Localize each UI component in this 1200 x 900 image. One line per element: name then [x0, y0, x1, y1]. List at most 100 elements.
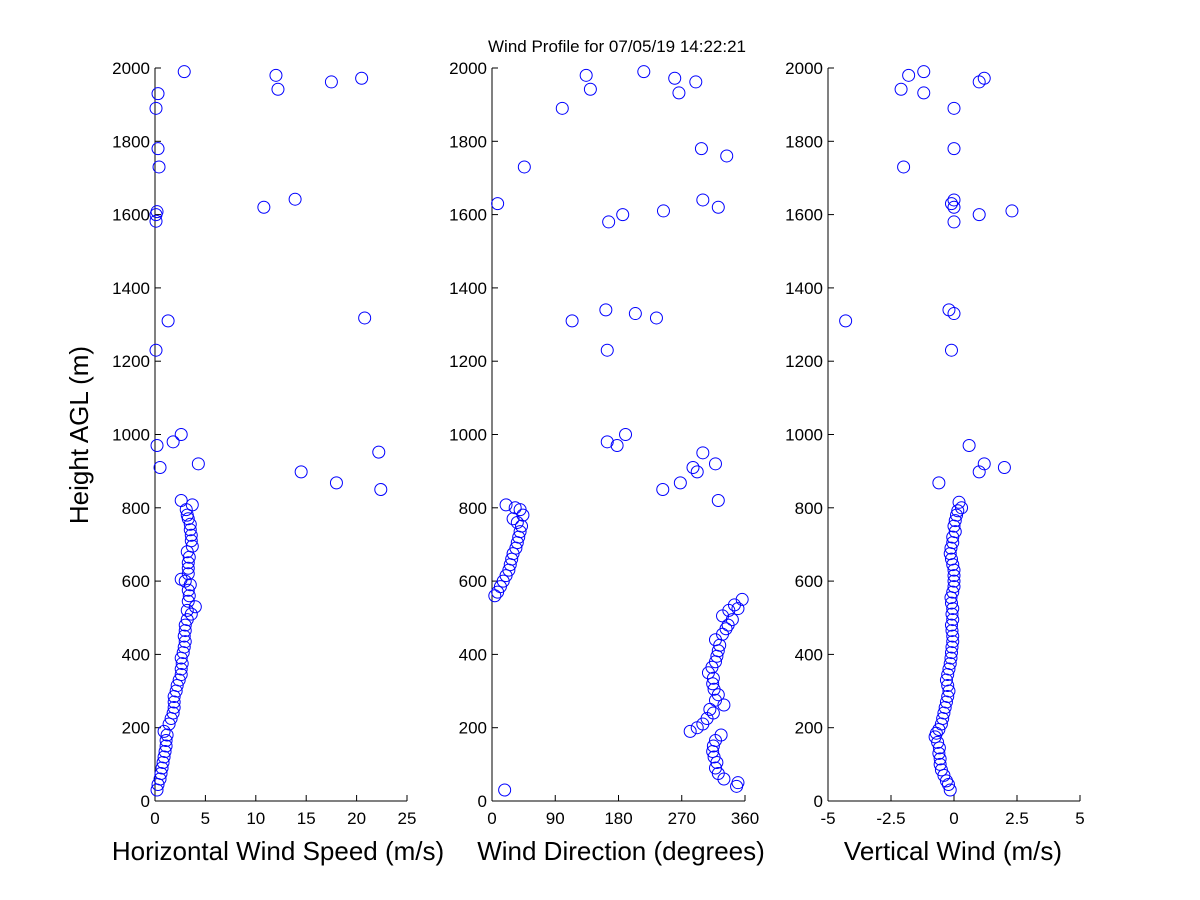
wind-direction-data-point	[708, 761, 722, 775]
horizontal-wind-speed-data-point	[183, 517, 197, 531]
vertical-wind-data-point	[944, 651, 958, 665]
wind-direction-data-point	[706, 706, 720, 720]
wind-direction-data-point	[555, 101, 569, 115]
horizontal-wind-speed-x-tick-label: 20	[347, 809, 366, 828]
wind-direction-data-point	[725, 613, 739, 627]
vertical-wind-data-point	[944, 596, 958, 610]
wind-direction-y-tick-label: 1000	[449, 426, 487, 445]
wind-direction-x-tick-label: 0	[487, 809, 496, 828]
vertical-wind-data-point	[947, 215, 961, 229]
wind-direction-data-point	[513, 525, 527, 539]
wind-direction-data-point	[696, 446, 710, 460]
y-axis-label: Height AGL (m)	[64, 346, 94, 524]
vertical-wind-data-point	[943, 657, 957, 671]
vertical-wind-data-point	[946, 629, 960, 643]
vertical-wind-y-tick-label: 1200	[785, 352, 823, 371]
wind-direction-data-point	[565, 314, 579, 328]
wind-direction-data-point	[683, 724, 697, 738]
vertical-wind-data-point	[897, 160, 911, 174]
vertical-wind-y-tick-label: 2000	[785, 59, 823, 78]
horizontal-wind-speed-data-point	[161, 314, 175, 328]
vertical-wind-data-point	[917, 86, 931, 100]
horizontal-wind-speed-data-point	[177, 640, 191, 654]
horizontal-wind-speed-panel: 0 200 400 600 800 1000 1200 1400 1600 1800 2000 0 5 1…	[112, 59, 416, 828]
horizontal-wind-speed-data-point	[185, 539, 199, 553]
horizontal-wind-speed-data-point	[177, 65, 191, 79]
horizontal-wind-speed-data-point	[174, 428, 188, 441]
horizontal-wind-speed-data-point	[174, 662, 188, 676]
wind-direction-data-point	[686, 460, 700, 474]
vertical-wind-data-point	[946, 635, 960, 649]
horizontal-wind-speed-x-tick-label: 0	[150, 809, 159, 828]
vertical-wind-data-point	[917, 65, 931, 79]
vertical-wind-data-point	[933, 752, 947, 766]
wind-direction-x-tick-label: 270	[668, 809, 696, 828]
horizontal-wind-speed-data-point	[155, 761, 169, 775]
vertical-wind-x-tick-label: 5	[1075, 809, 1084, 828]
vertical-wind-data-point	[945, 607, 959, 621]
vertical-wind-x-tick-label: 2.5	[1005, 809, 1029, 828]
vertical-wind-data-point	[947, 569, 961, 583]
vertical-wind-y-tick-label: 0	[814, 792, 823, 811]
vertical-wind-data-point	[997, 460, 1011, 474]
vertical-wind-data-point	[977, 71, 991, 85]
horizontal-wind-speed-y-tick-label: 1200	[112, 352, 150, 371]
vertical-wind-y-tick-label: 1600	[785, 206, 823, 225]
vertical-wind-data-point	[941, 690, 955, 704]
horizontal-wind-speed-data-point	[182, 589, 196, 603]
vertical-wind-y-tick-label: 1800	[785, 132, 823, 151]
wind-direction-data-point	[506, 512, 520, 526]
vertical-wind-data-point	[948, 525, 962, 539]
horizontal-wind-speed-data-point	[159, 734, 173, 748]
vertical-wind-data-point	[951, 504, 965, 518]
vertical-wind-data-point	[955, 501, 969, 515]
horizontal-wind-speed-data-point	[358, 311, 372, 325]
vertical-wind-data-point	[972, 465, 986, 479]
vertical-wind-x-tick-label: -2.5	[876, 809, 905, 828]
horizontal-wind-speed-data-point	[157, 724, 171, 738]
horizontal-wind-speed-data-point	[167, 701, 181, 715]
horizontal-wind-speed-data-point	[178, 635, 192, 649]
wind-direction-y-tick-label: 1400	[449, 279, 487, 298]
horizontal-wind-speed-data-point	[374, 482, 388, 496]
wind-direction-data-point	[694, 142, 708, 156]
vertical-wind-data-point	[948, 514, 962, 528]
wind-direction-data-point	[628, 307, 642, 321]
horizontal-wind-speed-data-point	[159, 739, 173, 753]
wind-direction-data-point	[579, 68, 593, 82]
horizontal-wind-speed-data-point	[151, 87, 165, 101]
wind-direction-x-tick-label: 90	[546, 809, 565, 828]
horizontal-wind-speed-data-point	[167, 695, 181, 709]
wind-direction-y-tick-label: 1600	[449, 206, 487, 225]
wind-direction-data-point	[600, 435, 614, 449]
wind-direction-data-point	[720, 149, 734, 163]
wind-direction-data-point	[690, 465, 704, 479]
horizontal-wind-speed-data-point	[153, 772, 167, 786]
wind-direction-data-point	[672, 86, 686, 100]
horizontal-wind-speed-data-point	[151, 142, 165, 156]
wind-direction-data-point	[668, 71, 682, 85]
vertical-wind-data-point	[977, 457, 991, 471]
wind-direction-data-point	[673, 476, 687, 490]
wind-direction-data-point	[515, 519, 529, 533]
wind-direction-data-point	[719, 622, 733, 636]
vertical-wind-data-point	[947, 574, 961, 588]
vertical-wind-x-tick-label: 0	[949, 809, 958, 828]
vertical-wind-data-point	[946, 530, 960, 544]
wind-direction-x-tick-label: 180	[604, 809, 632, 828]
vertical-wind-data-point	[947, 200, 961, 214]
wind-direction-x-tick-label: 360	[731, 809, 759, 828]
horizontal-wind-speed-data-point	[174, 493, 188, 507]
wind-direction-data-point	[499, 498, 513, 512]
horizontal-wind-speed-y-tick-label: 600	[122, 572, 150, 591]
wind-direction-data-point	[616, 208, 630, 222]
vertical-wind-data-point	[932, 746, 946, 760]
vertical-wind-data-point	[944, 552, 958, 566]
wind-direction-data-point	[714, 728, 728, 742]
wind-direction-data-point	[505, 552, 519, 566]
wind-direction-data-point	[731, 776, 745, 790]
horizontal-wind-speed-data-point	[288, 192, 302, 206]
wind-direction-data-point	[696, 193, 710, 207]
horizontal-wind-speed-data-point	[156, 756, 170, 770]
